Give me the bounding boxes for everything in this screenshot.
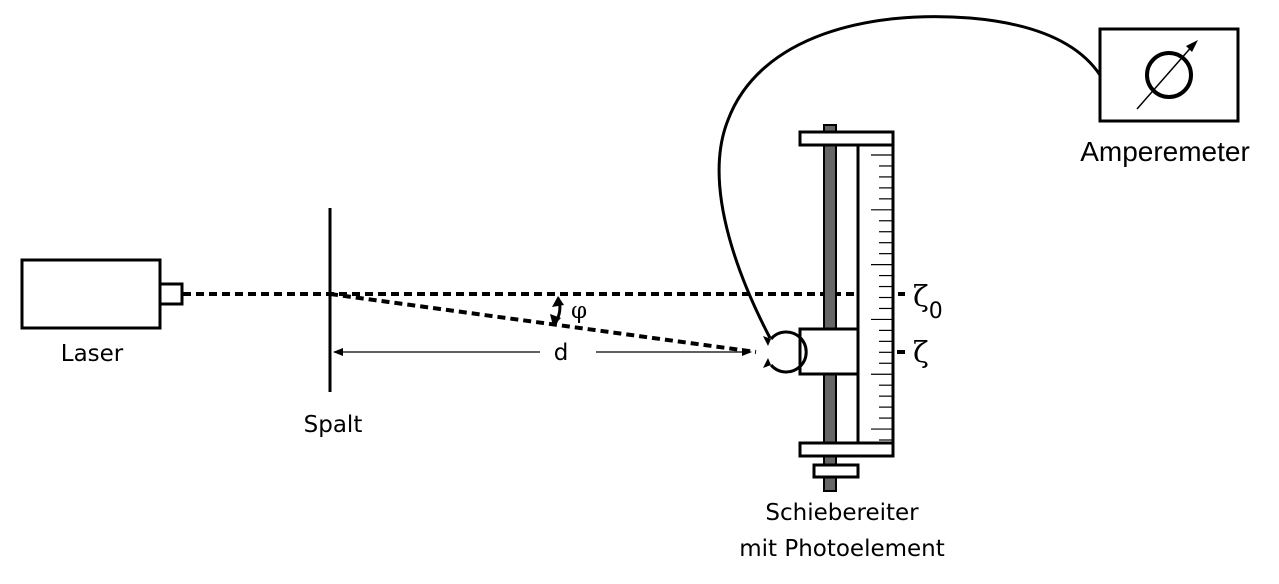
angle-arrowhead-top <box>552 296 564 307</box>
laser-body <box>20 258 162 330</box>
rail-rod <box>823 124 837 492</box>
diffracted-beam <box>329 292 757 354</box>
slit-label: Spalt <box>304 412 363 438</box>
zeta0-symbol: ζ <box>913 279 929 313</box>
ammeter-dial-icon <box>1145 51 1193 99</box>
angle-marker <box>550 296 564 326</box>
photo-element <box>769 330 808 374</box>
distance-arrowhead-left <box>333 348 343 356</box>
slider-assembly <box>763 124 895 492</box>
distance-label: d <box>554 340 569 366</box>
laser-label: Laser <box>61 341 124 367</box>
distance-arrowhead-right <box>742 348 752 356</box>
zeta0-label: ζ0 <box>913 279 943 324</box>
ammeter <box>1098 27 1240 123</box>
angle-label: φ <box>571 298 587 324</box>
rail-bottom-plate <box>798 441 895 458</box>
ammeter-needle-icon <box>1136 43 1195 110</box>
distance-marker <box>333 348 752 356</box>
slider-label-line1: Schiebereiter <box>765 500 919 526</box>
ruler <box>856 143 895 445</box>
slider-block <box>798 327 860 376</box>
ammeter-needle-arrowhead-icon <box>1186 40 1198 52</box>
photo-element-tip-top <box>763 336 771 346</box>
photo-element-tip-bottom <box>763 358 771 368</box>
zeta-label: ζ <box>913 335 929 369</box>
ammeter-box <box>1098 27 1240 123</box>
ammeter-label: Amperemeter <box>1080 136 1250 167</box>
laser <box>20 258 184 330</box>
rail-foot <box>812 463 860 479</box>
cable <box>717 15 1102 339</box>
laser-aperture <box>158 282 184 306</box>
rail-top-plate <box>798 130 895 147</box>
slider-label-line2: mit Photoelement <box>739 536 945 562</box>
zeta0-subscript: 0 <box>929 299 943 324</box>
angle-arrowhead-bottom <box>550 314 561 326</box>
ruler-ticks <box>871 154 893 441</box>
